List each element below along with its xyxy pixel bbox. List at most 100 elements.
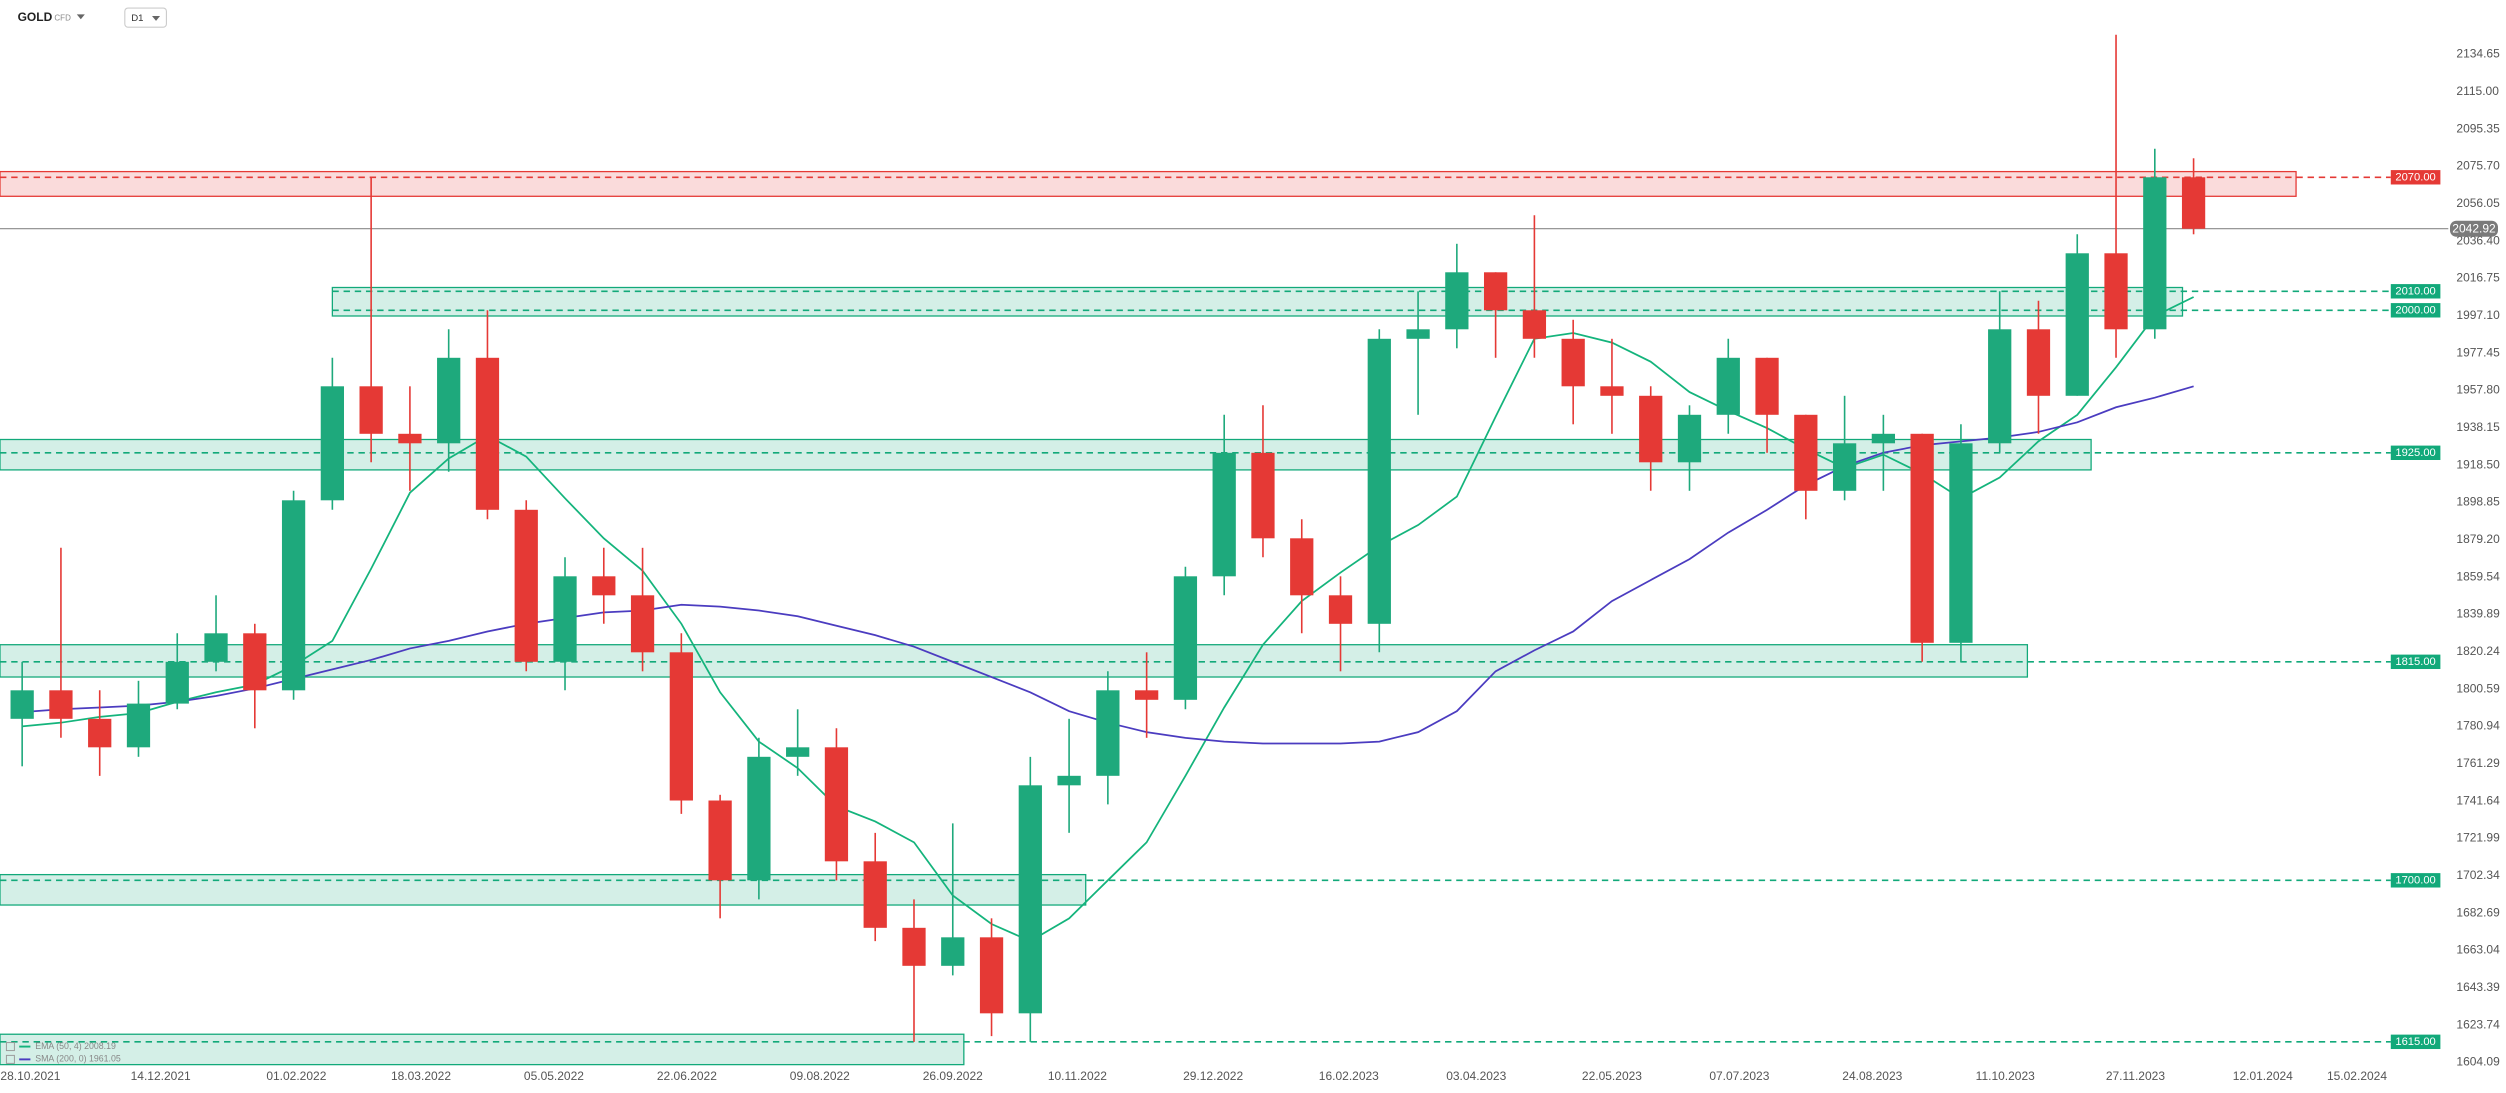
symbol-dropdown[interactable]	[76, 14, 85, 20]
candle-body	[1018, 785, 1042, 1014]
symbol[interactable]: GOLD	[18, 10, 53, 24]
candle-body	[1832, 443, 1857, 491]
level-label: 1615.00	[2395, 1036, 2435, 1048]
candle-body	[243, 633, 267, 691]
candle-body	[49, 690, 73, 719]
candle-body	[1328, 595, 1353, 624]
plot	[0, 34, 2449, 1042]
candle-body	[592, 576, 616, 596]
x-tick-label: 27.11.2023	[2106, 1069, 2165, 1083]
timeframe-dropdown[interactable]	[152, 16, 161, 21]
y-tick-label: 2056.05	[2456, 196, 2500, 210]
y-tick-label: 1957.80	[2456, 383, 2500, 397]
y-tick-label: 1977.45	[2456, 345, 2500, 359]
x-tick-label: 16.02.2023	[1319, 1069, 1379, 1083]
x-tick-label: 12.01.2024	[2233, 1069, 2293, 1083]
candle-body	[165, 661, 189, 704]
x-tick-label: 07.07.2023	[1709, 1069, 1769, 1083]
candle-body	[1483, 272, 1508, 311]
candle-body	[398, 433, 422, 444]
y-tick-label: 1879.20	[2456, 532, 2500, 546]
candle-body	[475, 357, 500, 510]
y-tick-label: 2134.65	[2456, 47, 2500, 61]
candle-body	[320, 386, 344, 501]
candle-body	[1600, 386, 1624, 396]
level-label: 1925.00	[2395, 447, 2435, 459]
candle-body	[630, 595, 655, 653]
timeframe-select[interactable]	[124, 7, 167, 28]
y-tick-label: 1918.50	[2456, 457, 2500, 471]
candle-body	[1135, 690, 1159, 700]
x-tick-label: 14.12.2021	[131, 1069, 191, 1083]
y-tick-label: 1780.94	[2456, 719, 2500, 733]
x-tick-label: 22.06.2022	[657, 1069, 717, 1083]
zone	[0, 644, 2029, 678]
x-tick-label: 01.02.2022	[266, 1069, 326, 1083]
candle-body	[281, 500, 306, 691]
candle-body	[1716, 357, 1740, 415]
candle-body	[553, 576, 577, 662]
candle-body	[863, 861, 887, 928]
y-tick-label: 1761.29	[2456, 756, 2500, 770]
x-tick-label: 18.03.2022	[391, 1069, 451, 1083]
legend-icon	[5, 1054, 15, 1064]
x-tick-label: 09.08.2022	[790, 1069, 850, 1083]
candle-body	[1522, 310, 1547, 339]
zone	[331, 286, 2184, 317]
candle-body	[2104, 253, 2128, 330]
legend: EMA (50, 4) 2008.19 SMA (200, 0) 1961.05	[5, 1041, 121, 1064]
level-label: 1700.00	[2395, 875, 2435, 887]
x-tick-label: 10.11.2022	[1048, 1069, 1107, 1083]
candle-body	[1561, 338, 1585, 387]
candle-body	[1406, 329, 1430, 339]
candle-body	[514, 509, 538, 662]
instrument-type: CFD	[54, 14, 71, 23]
candle-body	[708, 800, 732, 881]
legend-icon	[5, 1042, 15, 1052]
candle-body	[941, 937, 965, 966]
candle-body	[437, 357, 461, 444]
y-tick-label: 1623.74	[2456, 1017, 2500, 1031]
candle-body	[786, 747, 810, 757]
y-tick-label: 1800.59	[2456, 681, 2500, 695]
zone	[0, 170, 2297, 197]
x-tick-label: 22.05.2023	[1582, 1069, 1642, 1083]
candle-body	[1367, 338, 1391, 624]
candle-body	[747, 756, 771, 881]
level-tag	[2390, 445, 2441, 461]
x-tick-label: 11.10.2023	[1976, 1069, 2035, 1083]
y-tick-label: 1604.09	[2456, 1055, 2500, 1069]
candle-body	[359, 386, 383, 434]
level-tag	[2390, 284, 2441, 299]
candle-body	[1910, 433, 1934, 643]
candle-body	[1755, 357, 1779, 415]
candle-body	[1445, 272, 1469, 330]
candle-body	[1677, 414, 1702, 463]
candle-body	[1794, 414, 1818, 491]
candle-body	[1871, 433, 1896, 444]
candle-body	[126, 703, 151, 748]
x-tick-label: 15.02.2024	[2327, 1069, 2387, 1083]
legend-label: EMA (50, 4) 2008.19	[35, 1041, 116, 1051]
last-price-label: 2042.92	[2452, 221, 2496, 235]
candle-body	[902, 927, 926, 966]
x-tick-label: 05.05.2022	[524, 1069, 584, 1083]
y-tick-label: 1997.10	[2456, 308, 2500, 322]
candle-body	[2026, 329, 2051, 396]
y-tick-label: 2016.75	[2456, 271, 2500, 285]
candle-body	[2143, 177, 2167, 330]
level-label: 1815.00	[2395, 656, 2435, 668]
x-tick-label: 29.12.2022	[1183, 1069, 1243, 1083]
legend-label: SMA (200, 0) 1961.05	[35, 1054, 121, 1064]
level-label: 2070.00	[2395, 172, 2435, 184]
zone	[0, 438, 2092, 471]
y-tick-label: 2095.35	[2456, 121, 2500, 135]
x-tick-label: 24.08.2023	[1842, 1069, 1902, 1083]
toolbar: GOLD CFD D1	[18, 7, 167, 28]
last-price-tag	[2449, 220, 2498, 237]
y-tick-label: 1702.34	[2456, 868, 2500, 882]
indicator-line	[22, 296, 2195, 943]
level-label: 2000.00	[2395, 305, 2435, 317]
